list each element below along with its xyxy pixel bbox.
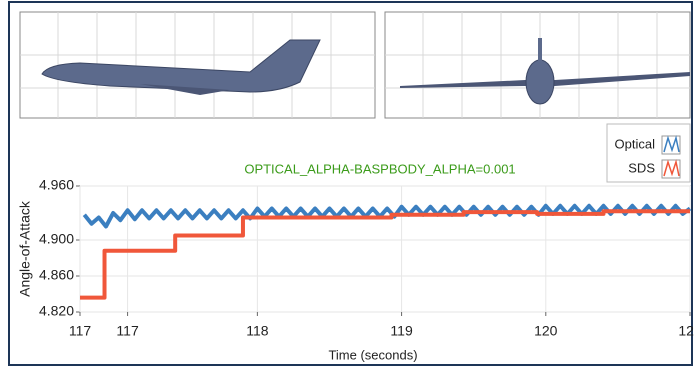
screen: OPTICAL_ALPHA-BASPBODY_ALPHA=0.001 Time … xyxy=(0,0,694,367)
y-tick-label: 4.900 xyxy=(39,231,74,247)
side-view-panel xyxy=(20,12,375,118)
x-tick-label: 119 xyxy=(390,323,413,339)
front-view-panel xyxy=(385,12,690,118)
page: {"chart_data": { "type": "line", "annota… xyxy=(0,0,694,367)
y-tick-label: 4.860 xyxy=(39,267,74,283)
y-tick-label: 4.820 xyxy=(39,303,74,319)
x-tick-label: 117 xyxy=(69,323,92,339)
y-axis-label: Angle-of-Attack xyxy=(17,200,33,297)
annotation: OPTICAL_ALPHA-BASPBODY_ALPHA=0.001 xyxy=(244,161,515,176)
x-tick-label: 118 xyxy=(246,323,269,339)
x-axis-label: Time (seconds) xyxy=(328,347,417,362)
y-tick-label: 4.960 xyxy=(39,177,74,193)
legend-label: Optical xyxy=(615,136,656,151)
x-tick-label: 117 xyxy=(116,323,139,339)
legend-label: SDS xyxy=(628,160,655,175)
x-tick-label: 121 xyxy=(678,323,694,339)
aircraft-fin-front xyxy=(538,38,542,68)
x-tick-label: 120 xyxy=(534,323,558,339)
